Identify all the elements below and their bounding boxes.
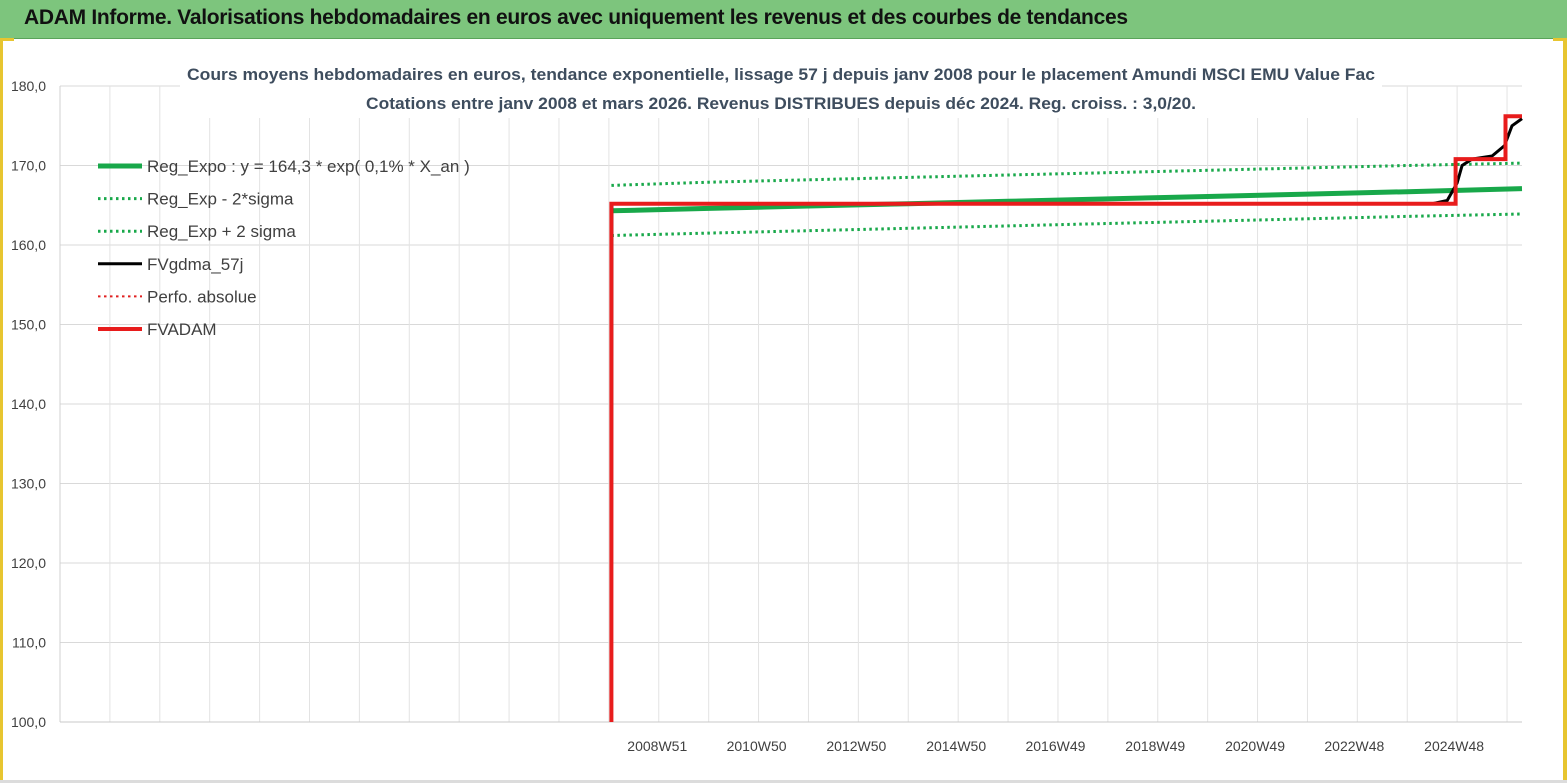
frame-right-border xyxy=(1563,38,1567,783)
x-tick-label: 2016W49 xyxy=(1025,738,1085,754)
legend-label: Reg_Expo : y = 164,3 * exp( 0,1% * X_an … xyxy=(147,157,470,176)
y-tick-label: 100,0 xyxy=(11,714,46,730)
chart-title-background xyxy=(180,62,1382,118)
chart-legend: Reg_Expo : y = 164,3 * exp( 0,1% * X_an … xyxy=(98,157,470,339)
title-bar: ADAM Informe. Valorisations hebdomadaire… xyxy=(0,0,1567,39)
series-line-1 xyxy=(611,161,1523,187)
chart-series xyxy=(609,114,1523,723)
y-tick-label: 140,0 xyxy=(11,396,46,412)
y-tick-label: 160,0 xyxy=(11,237,46,253)
y-tick-label: 130,0 xyxy=(11,476,46,492)
x-tick-label: 2022W48 xyxy=(1324,738,1384,754)
series-line-5 xyxy=(609,114,1522,722)
y-tick-label: 180,0 xyxy=(11,78,46,94)
chart-title: Cours moyens hebdomadaires en euros, ten… xyxy=(180,62,1382,118)
chart-grid xyxy=(59,85,1522,723)
frame-left-border xyxy=(0,38,3,783)
y-tick-label: 110,0 xyxy=(12,635,46,651)
legend-label: Reg_Exp + 2 sigma xyxy=(147,222,296,241)
x-axis-ticks: 2008W51 2010W50 2012W50 2014W50 2016W49 2018W… xyxy=(627,738,1484,754)
frame-bottom-border xyxy=(0,780,1567,783)
legend-label: FVADAM xyxy=(147,320,217,339)
series-line-0 xyxy=(611,186,1523,214)
series-line-2 xyxy=(611,212,1523,237)
x-tick-label: 2020W49 xyxy=(1225,738,1285,754)
chart-area: 100,0 110,0 120,0 130,0 140,0 150,0 160,0 170,0… xyxy=(11,62,1523,754)
corner-mark-right xyxy=(1553,38,1567,41)
x-tick-label: 2010W50 xyxy=(727,738,787,754)
y-tick-label: 120,0 xyxy=(11,555,46,571)
corner-mark-left xyxy=(0,38,14,41)
page-title: ADAM Informe. Valorisations hebdomadaire… xyxy=(24,6,1128,29)
chart-title-line-1: Cours moyens hebdomadaires en euros, ten… xyxy=(187,65,1375,84)
x-tick-label: 2012W50 xyxy=(826,738,886,754)
x-tick-label: 2008W51 xyxy=(627,738,687,754)
x-tick-label: 2018W49 xyxy=(1125,738,1185,754)
y-axis-ticks: 100,0 110,0 120,0 130,0 140,0 150,0 160,0 170,0… xyxy=(11,78,46,730)
x-tick-label: 2014W50 xyxy=(926,738,986,754)
x-tick-label: 2024W48 xyxy=(1424,738,1484,754)
legend-label: Reg_Exp - 2*sigma xyxy=(147,190,294,209)
legend-label: Perfo. absolue xyxy=(147,287,257,306)
chart-title-line-2: Cotations entre janv 2008 et mars 2026. … xyxy=(366,94,1196,113)
y-tick-label: 170,0 xyxy=(11,158,46,174)
legend-label: FVgdma_57j xyxy=(147,255,243,274)
y-tick-label: 150,0 xyxy=(11,317,46,333)
